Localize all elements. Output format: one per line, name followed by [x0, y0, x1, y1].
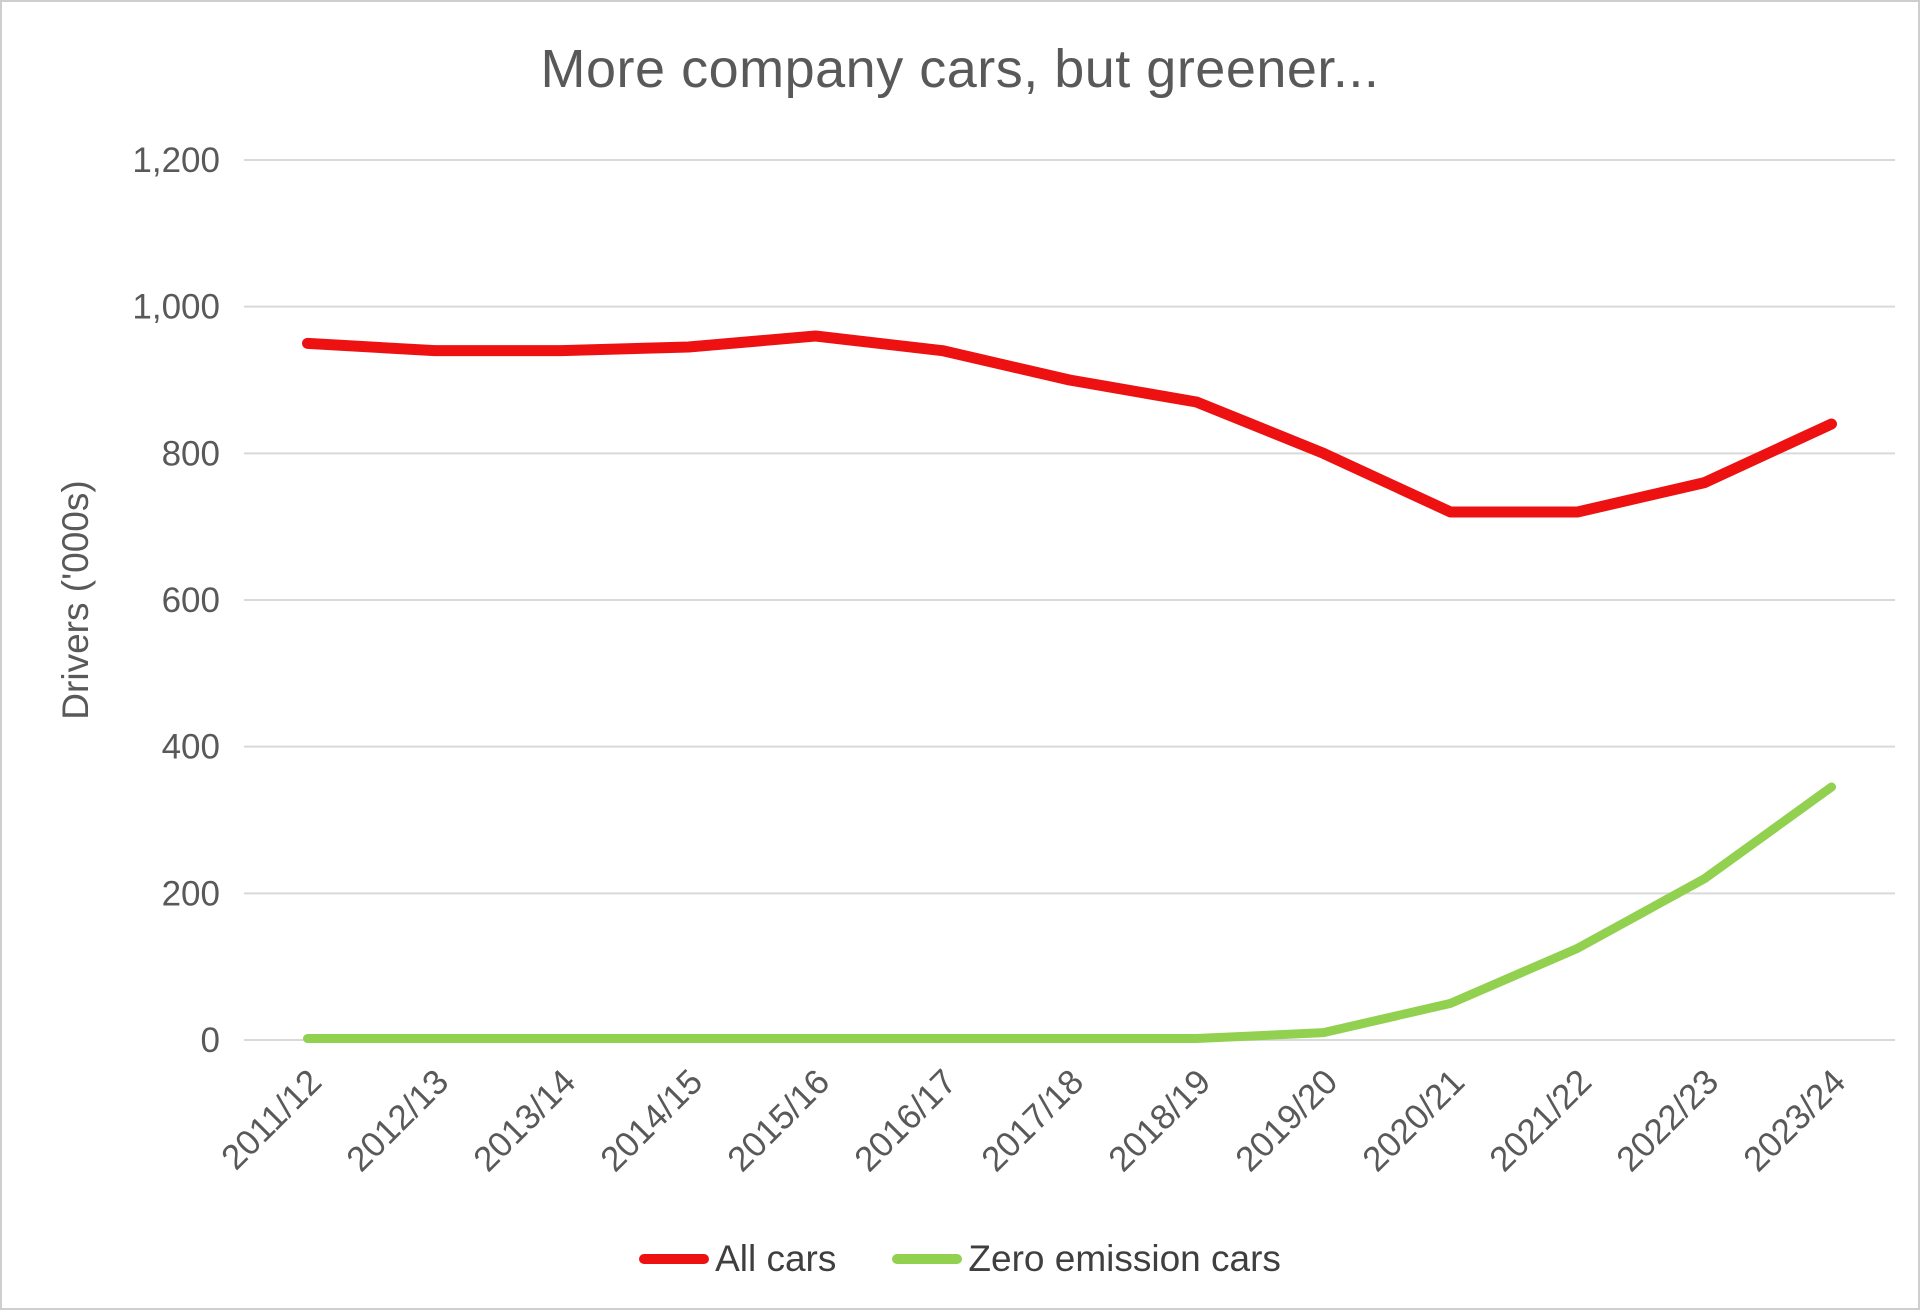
x-tick-label: 2013/14 [466, 1062, 583, 1179]
legend-swatch-all-cars [639, 1254, 710, 1264]
y-tick-label: 1,000 [132, 288, 220, 327]
x-tick-label: 2011/12 [214, 1062, 329, 1177]
legend: All cars Zero emission cars [2, 1238, 1918, 1280]
legend-label-all-cars: All cars [715, 1238, 837, 1279]
series-line-zero-emission-cars [303, 782, 1836, 1044]
y-tick-label: 1,200 [132, 141, 220, 180]
legend-item-all-cars: All cars [639, 1238, 836, 1280]
x-tick-label: 2016/17 [847, 1062, 964, 1179]
series-line-all-cars [302, 330, 1837, 518]
x-tick-label: 2014/15 [593, 1062, 710, 1179]
x-tick-label: 2017/18 [974, 1062, 1091, 1179]
y-axis-title: Drivers ('000s) [55, 480, 96, 719]
x-tick-label: 2022/23 [1609, 1062, 1726, 1179]
y-tick-label: 800 [162, 434, 220, 473]
x-tick-label: 2020/21 [1355, 1062, 1472, 1179]
x-tick-label: 2015/16 [720, 1062, 837, 1179]
y-tick-label: 0 [201, 1021, 220, 1060]
x-tick-label: 2012/13 [339, 1062, 456, 1179]
chart-title: More company cars, but greener... [540, 39, 1380, 99]
y-tick-label: 600 [162, 581, 220, 620]
legend-label-zero-emission-cars: Zero emission cars [968, 1238, 1281, 1279]
y-tick-label: 400 [162, 728, 220, 767]
legend-item-zero-emission-cars: Zero emission cars [892, 1238, 1281, 1280]
x-tick-label: 2018/19 [1101, 1062, 1218, 1179]
y-tick-label: 200 [162, 874, 220, 913]
x-tick-label: 2023/24 [1736, 1062, 1853, 1179]
x-tick-label: 2019/20 [1228, 1062, 1345, 1179]
legend-swatch-zero-emission-cars [892, 1254, 963, 1264]
x-tick-label: 2021/22 [1482, 1062, 1599, 1179]
